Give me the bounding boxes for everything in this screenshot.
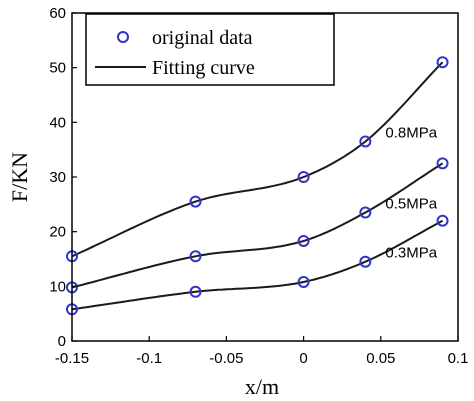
data-point — [189, 285, 202, 298]
legend: original data Fitting curve — [85, 13, 335, 86]
y-axis-title: F/KN — [7, 152, 32, 202]
y-tick-label: 30 — [49, 169, 66, 186]
curves-layer — [71, 61, 444, 311]
y-tick-label: 50 — [49, 60, 66, 77]
data-point — [297, 234, 310, 247]
fitting-curve-0.5MPa — [71, 162, 444, 289]
data-point — [436, 157, 449, 170]
data-point — [189, 195, 202, 208]
fitting-curve-0.8MPa — [71, 61, 444, 258]
x-tick-label: 0.1 — [448, 350, 469, 367]
x-axis-title: x/m — [245, 374, 279, 399]
fitting-curve-0.3MPa — [71, 219, 444, 311]
legend-entry-fitting-curve: Fitting curve — [152, 57, 255, 79]
data-point — [359, 206, 372, 219]
y-axis: 0 10 20 30 40 50 60 — [49, 5, 77, 350]
x-tick-label: -0.05 — [209, 350, 243, 367]
data-point — [436, 56, 449, 69]
x-tick-label: 0.05 — [366, 350, 395, 367]
legend-box — [85, 13, 335, 86]
curve-label: 0.8MPa — [385, 124, 437, 141]
x-tick-label: -0.15 — [55, 350, 89, 367]
curve-label: 0.5MPa — [385, 196, 437, 213]
x-tick-label: -0.1 — [136, 350, 162, 367]
markers-layer — [66, 56, 449, 316]
legend-entry-original-data: original data — [152, 27, 253, 49]
curve-labels: 0.8MPa 0.5MPa 0.3MPa — [385, 124, 437, 261]
data-point — [359, 255, 372, 268]
data-point — [297, 275, 310, 288]
data-point — [436, 214, 449, 227]
x-tick-label: 0 — [299, 350, 307, 367]
data-point — [359, 135, 372, 148]
legend-marker-icon — [117, 31, 129, 43]
y-tick-label: 0 — [58, 333, 66, 350]
curve-label: 0.3MPa — [385, 245, 437, 262]
data-point — [297, 171, 310, 183]
y-tick-label: 20 — [49, 224, 66, 241]
y-tick-label: 60 — [49, 5, 66, 22]
y-tick-label: 40 — [49, 114, 66, 131]
data-point — [189, 250, 202, 263]
y-tick-label: 10 — [49, 278, 66, 295]
x-axis: -0.15 -0.1 -0.05 0 0.05 0.1 — [55, 336, 469, 367]
